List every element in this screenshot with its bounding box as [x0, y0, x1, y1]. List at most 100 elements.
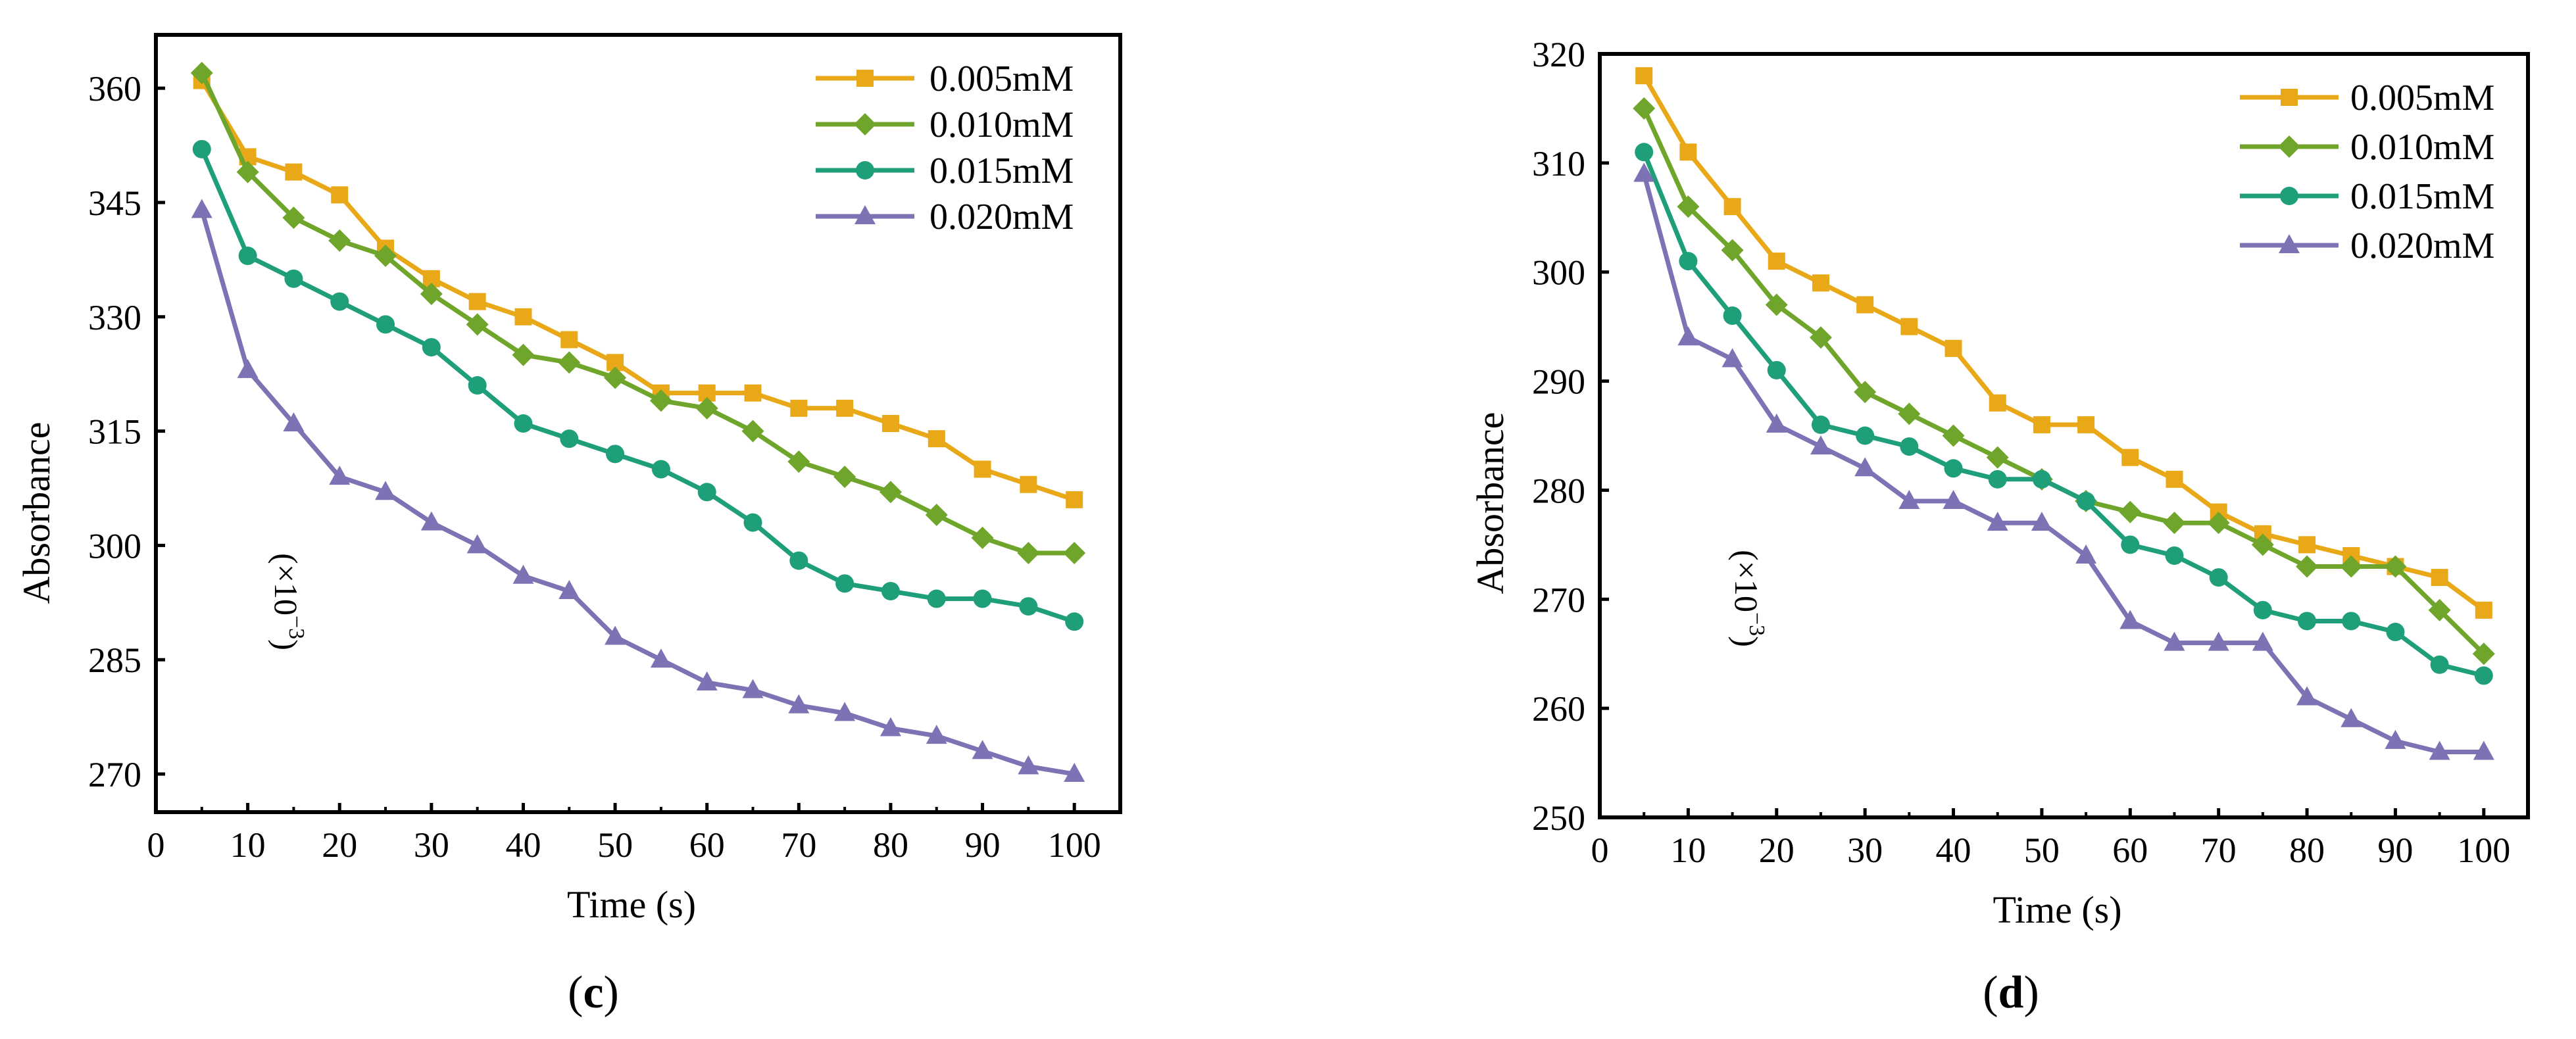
data-point-0.015mM-50 — [2032, 470, 2051, 489]
data-point-0.020mM-80 — [2296, 686, 2318, 706]
data-point-0.015mM-40 — [514, 414, 533, 433]
data-point-0.005mM-70 — [790, 399, 808, 417]
panel-label-letter: d — [1998, 967, 2024, 1018]
data-point-0.005mM-25 — [1812, 274, 1829, 292]
data-point-0.010mM-15 — [1721, 239, 1744, 262]
data-point-0.015mM-25 — [376, 315, 395, 334]
data-point-0.015mM-85 — [927, 589, 946, 608]
data-point-0.010mM-30 — [420, 283, 443, 305]
data-point-0.005mM-95 — [1020, 475, 1037, 493]
data-point-0.015mM-60 — [697, 483, 716, 502]
data-point-0.010mM-70 — [2207, 512, 2230, 535]
data-point-0.020mM-45 — [558, 579, 580, 599]
data-point-0.015mM-70 — [789, 551, 808, 570]
data-point-0.010mM-45 — [558, 351, 581, 374]
panel-label-open: ( — [1983, 967, 1998, 1018]
data-point-0.020mM-85 — [926, 725, 947, 744]
data-point-0.010mM-100 — [1063, 542, 1086, 564]
x-tick-label-20: 20 — [322, 825, 357, 865]
data-point-0.015mM-10 — [1679, 252, 1698, 271]
data-point-0.010mM-15 — [282, 206, 305, 230]
data-point-0.020mM-50 — [605, 625, 626, 645]
x-tick-label-50: 50 — [597, 825, 633, 865]
data-point-0.010mM-65 — [741, 420, 764, 443]
data-point-0.020mM-50 — [2031, 512, 2052, 531]
data-point-0.010mM-75 — [833, 466, 856, 489]
panel-label: (c) — [568, 967, 619, 1018]
data-point-0.015mM-20 — [1767, 360, 1786, 379]
data-point-0.015mM-45 — [560, 429, 579, 448]
legend: 0.005mM 0.010mM 0.015mM 0.020mM — [2240, 78, 2494, 266]
x-tick-label-90: 90 — [2377, 831, 2413, 870]
unit-base: (×10 — [268, 553, 305, 616]
y-tick-label-345: 345 — [88, 183, 141, 223]
data-point-0.010mM-20 — [328, 229, 351, 252]
data-point-0.010mM-45 — [1986, 446, 2009, 469]
data-point-0.010mM-50 — [604, 366, 627, 389]
data-point-0.005mM-40 — [514, 308, 532, 326]
data-point-0.015mM-100 — [2474, 666, 2493, 685]
data-point-0.020mM-5 — [191, 199, 212, 218]
data-point-0.005mM-20 — [331, 186, 349, 204]
data-point-0.005mM-20 — [1768, 253, 1785, 270]
x-tick-label-100: 100 — [1048, 825, 1101, 865]
data-point-0.020mM-35 — [466, 534, 488, 554]
data-point-0.005mM-50 — [2033, 416, 2050, 433]
legend-marker-0.020mM — [855, 205, 876, 224]
data-point-0.015mM-70 — [2209, 568, 2228, 587]
data-point-0.005mM-45 — [560, 331, 578, 349]
data-point-0.020mM-55 — [2075, 544, 2097, 564]
data-point-0.005mM-30 — [1856, 296, 1874, 314]
y-tick-label-300: 300 — [88, 526, 141, 566]
legend-label-0.005mM: 0.005mM — [929, 59, 1074, 99]
y-tick-label-280: 280 — [1532, 471, 1585, 510]
y-tick-label-360: 360 — [88, 69, 141, 109]
legend-label-0.020mM: 0.020mM — [2350, 226, 2494, 266]
data-point-0.010mM-90 — [2384, 555, 2407, 578]
data-point-0.010mM-95 — [1017, 542, 1040, 564]
legend-marker-0.010mM — [854, 113, 876, 135]
data-point-0.010mM-100 — [2472, 642, 2495, 665]
x-tick-label-90: 90 — [965, 825, 1001, 865]
data-point-0.010mM-40 — [512, 343, 535, 366]
data-point-0.015mM-50 — [606, 445, 625, 464]
data-point-0.010mM-10 — [236, 160, 259, 183]
x-tick-label-80: 80 — [2289, 831, 2325, 870]
data-point-0.010mM-25 — [1809, 326, 1832, 349]
data-point-0.010mM-60 — [2119, 500, 2142, 523]
data-point-0.015mM-90 — [973, 589, 992, 608]
x-tick-label-40: 40 — [1936, 831, 1971, 870]
y-axis-title: Absorbance — [1469, 412, 1512, 594]
y-tick-label-270: 270 — [88, 755, 141, 794]
data-point-0.005mM-10 — [1679, 143, 1697, 161]
data-point-0.005mM-45 — [1989, 394, 2006, 412]
y-tick-label-285: 285 — [88, 640, 141, 680]
y-tick-label-315: 315 — [88, 412, 141, 452]
data-point-0.020mM-20 — [329, 466, 351, 485]
data-point-0.015mM-55 — [2077, 492, 2096, 511]
x-axis-title: Time (s) — [1993, 888, 2121, 931]
data-point-0.015mM-95 — [1019, 597, 1038, 616]
data-point-0.010mM-35 — [1898, 402, 1921, 425]
data-point-0.005mM-100 — [2475, 601, 2492, 619]
y-tick-label-250: 250 — [1532, 798, 1585, 838]
data-point-0.005mM-15 — [1723, 198, 1741, 216]
data-point-0.015mM-80 — [881, 581, 900, 600]
x-tick-label-20: 20 — [1759, 831, 1795, 870]
chart-panel-c: 0 10 20 30 40 50 60 70 80 90 100 270 285 300 315 330 345… — [15, 33, 1122, 1018]
data-point-0.020mM-60 — [2119, 610, 2141, 629]
data-point-0.020mM-70 — [2208, 631, 2229, 651]
y-tick-label-320: 320 — [1532, 35, 1585, 74]
data-point-0.010mM-60 — [695, 397, 718, 420]
data-point-0.015mM-100 — [1065, 612, 1084, 631]
data-point-0.015mM-30 — [422, 338, 441, 357]
data-point-0.005mM-15 — [285, 163, 303, 181]
data-point-0.010mM-85 — [2340, 555, 2363, 578]
unit-exponent: −3 — [1745, 612, 1769, 636]
data-point-0.015mM-35 — [468, 376, 487, 395]
data-point-0.010mM-95 — [2428, 598, 2451, 621]
legend-label-0.005mM: 0.005mM — [2350, 78, 2494, 118]
y-tick-label-260: 260 — [1532, 689, 1585, 729]
data-point-0.015mM-80 — [2298, 612, 2317, 631]
